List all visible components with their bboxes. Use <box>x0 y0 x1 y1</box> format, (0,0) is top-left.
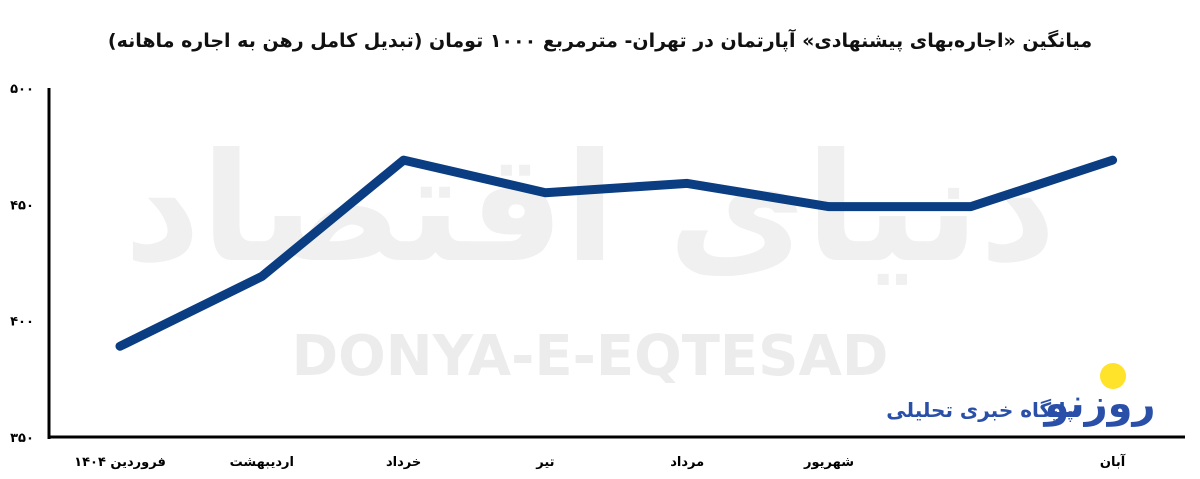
logo: روزنو پایگاه خبری تحلیلی <box>886 363 1156 427</box>
logo-text: پایگاه خبری تحلیلی <box>886 398 1073 423</box>
series-line <box>115 155 1118 351</box>
x-tick-label: آبان <box>1100 453 1126 470</box>
y-tick-label: ۵۰۰ <box>10 82 34 97</box>
chart-title: میانگین «اجاره‌بهای پیشنهادی» آپارتمان د… <box>107 30 1093 52</box>
x-tick-label: تیر <box>535 455 554 470</box>
y-tick-label: ۴۰۰ <box>10 315 34 330</box>
watermark-en: DONYA-E-EQTESAD <box>292 324 889 389</box>
y-tick-label: ۳۵۰ <box>10 431 34 446</box>
x-tick-label: اردیبهشت <box>230 455 294 470</box>
x-tick-label: مرداد <box>670 455 704 470</box>
y-tick-label: ۴۵۰ <box>10 198 34 213</box>
x-tick-label: فروردین ۱۴۰۴ <box>74 455 166 470</box>
x-tick-label: شهریور <box>803 455 854 470</box>
x-tick-label: خرداد <box>386 455 421 470</box>
logo-sun-icon <box>1100 363 1126 389</box>
logo-name: روزنو <box>1042 381 1155 427</box>
